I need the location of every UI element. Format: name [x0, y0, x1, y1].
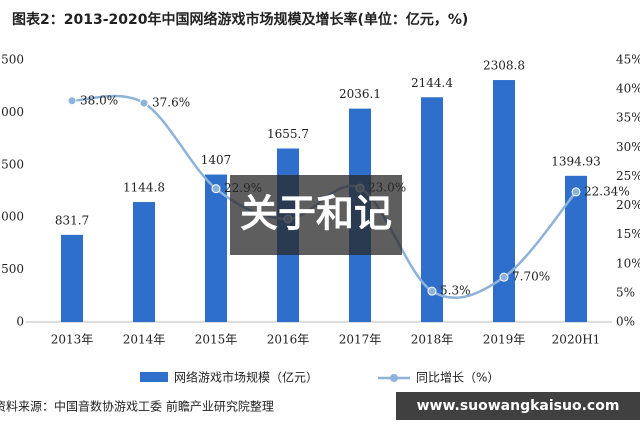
line-value-label: 7.70% [512, 270, 550, 284]
y2-tick-label: 5% [616, 285, 635, 299]
y-tick-label: 1000 [0, 210, 24, 224]
y2-tick-label: 25% [616, 169, 640, 183]
banner-text: www.suowangkaisuo.com [417, 398, 620, 414]
y2-tick-label: 35% [616, 111, 640, 125]
bar [493, 80, 515, 323]
bar-value-label: 2308.8 [483, 59, 525, 73]
growth-marker [571, 187, 581, 197]
bar [133, 202, 155, 322]
y2-tick-label: 10% [616, 256, 640, 270]
growth-marker [499, 272, 509, 282]
bar-value-label: 1394.93 [551, 154, 601, 168]
x-tick-label: 2016年 [267, 333, 310, 347]
chart-title: 图表2：2013-2020年中国网络游戏市场规模及增长率(单位：亿元，%) [12, 11, 468, 28]
bar [421, 97, 443, 322]
line-value-label: 37.6% [152, 96, 190, 110]
overlay-text: 关于和记 [240, 192, 392, 236]
bar-value-label: 2144.4 [411, 76, 453, 90]
x-tick-label: 2019年 [483, 333, 526, 347]
y-tick-label: 0 [16, 315, 24, 329]
y2-tick-label: 20% [616, 198, 640, 212]
y2-tick-label: 15% [616, 227, 640, 241]
y2-tick-label: 0% [616, 315, 635, 329]
source-note: 资料来源：中国音数协游戏工委 前瞻产业研究院整理 [0, 399, 274, 414]
y-tick-label: 1500 [0, 157, 24, 171]
x-tick-label: 2018年 [411, 333, 454, 347]
line-value-label: 5.3% [440, 284, 471, 298]
legend-swatch [140, 372, 168, 382]
growth-marker [211, 184, 221, 194]
x-tick-label: 2020H1 [552, 333, 601, 347]
y2-tick-label: 40% [616, 82, 640, 96]
legend-label: 同比增长（%） [416, 371, 499, 385]
growth-marker [427, 286, 437, 296]
y-tick-label: 500 [1, 262, 24, 276]
growth-marker [67, 96, 77, 106]
growth-marker [139, 98, 149, 108]
x-tick-label: 2013年 [51, 333, 94, 347]
x-tick-label: 2017年 [339, 333, 382, 347]
bar-value-label: 831.7 [55, 213, 89, 227]
bar-value-label: 1407 [201, 153, 232, 167]
y2-tick-label: 45% [616, 53, 640, 67]
banner-box [396, 392, 640, 420]
bar [205, 174, 227, 322]
legend-swatch [390, 374, 398, 382]
y-tick-label: 2000 [0, 105, 24, 119]
bar-value-label: 1655.7 [267, 127, 309, 141]
bar [565, 175, 587, 322]
line-value-label: 38.0% [80, 93, 118, 107]
y-tick-label: 2500 [0, 53, 24, 67]
overlay-box [230, 175, 402, 255]
bar-value-label: 1144.8 [123, 181, 165, 195]
x-tick-label: 2015年 [195, 333, 238, 347]
line-value-label: 22.34% [584, 184, 630, 198]
x-tick-label: 2014年 [123, 333, 166, 347]
y2-tick-label: 30% [616, 140, 640, 154]
legend-label: 网络游戏市场规模（亿元） [174, 370, 318, 385]
bar [61, 234, 83, 322]
bar-value-label: 2036.1 [339, 87, 381, 101]
